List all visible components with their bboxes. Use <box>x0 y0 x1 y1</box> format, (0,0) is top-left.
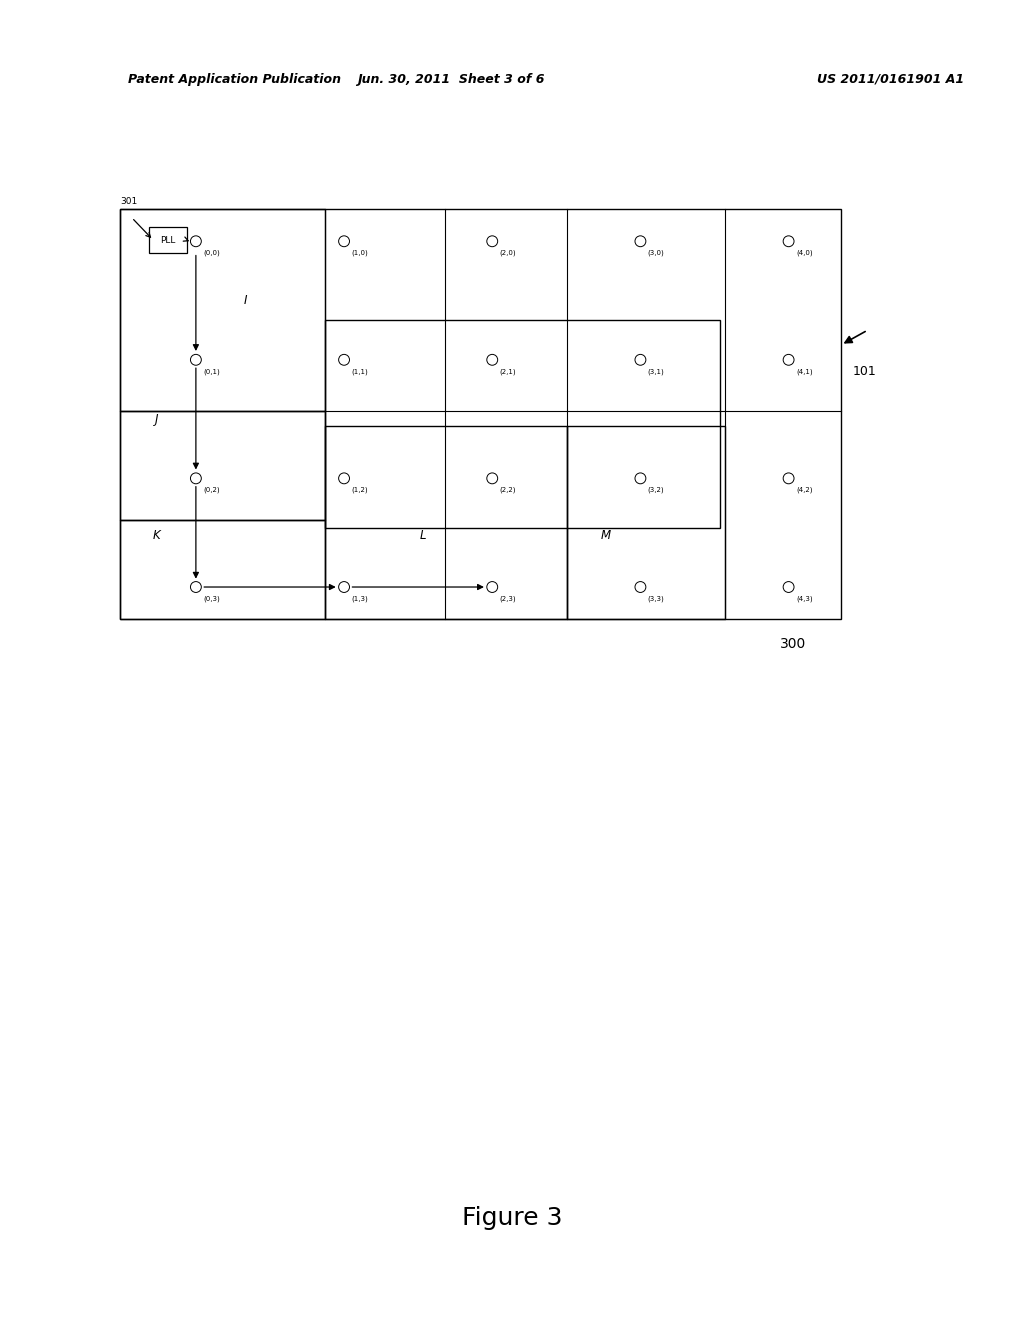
Circle shape <box>339 473 349 484</box>
Circle shape <box>783 354 794 366</box>
Circle shape <box>190 236 202 247</box>
Text: L: L <box>420 529 426 543</box>
Text: K: K <box>153 529 160 543</box>
Text: (0,1): (0,1) <box>204 368 220 375</box>
Text: PLL: PLL <box>161 236 176 244</box>
Circle shape <box>486 354 498 366</box>
Text: (0,0): (0,0) <box>204 249 220 256</box>
Text: I: I <box>244 294 247 308</box>
Bar <box>120 411 326 520</box>
Circle shape <box>486 236 498 247</box>
Bar <box>120 520 326 619</box>
Text: 301: 301 <box>120 197 137 206</box>
Text: (4,1): (4,1) <box>796 368 813 375</box>
Text: (0,2): (0,2) <box>204 487 220 494</box>
Text: (4,2): (4,2) <box>796 487 812 494</box>
Text: (0,3): (0,3) <box>204 595 220 602</box>
Bar <box>326 426 567 619</box>
Circle shape <box>783 473 794 484</box>
Text: J: J <box>155 413 158 425</box>
Text: M: M <box>601 529 611 543</box>
Bar <box>326 321 721 528</box>
Circle shape <box>486 582 498 593</box>
Text: (2,1): (2,1) <box>500 368 516 375</box>
Text: (2,0): (2,0) <box>500 249 516 256</box>
Circle shape <box>190 582 202 593</box>
Circle shape <box>339 582 349 593</box>
Circle shape <box>486 473 498 484</box>
Text: (2,2): (2,2) <box>500 487 516 494</box>
Circle shape <box>190 473 202 484</box>
Circle shape <box>635 354 646 366</box>
Circle shape <box>783 236 794 247</box>
Text: (2,3): (2,3) <box>500 595 516 602</box>
Bar <box>120 209 841 619</box>
Circle shape <box>190 354 202 366</box>
Text: Figure 3: Figure 3 <box>462 1205 562 1230</box>
Bar <box>150 227 187 253</box>
Text: (3,2): (3,2) <box>648 487 665 494</box>
Text: 101: 101 <box>853 364 877 378</box>
Bar <box>120 209 326 411</box>
Text: US 2011/0161901 A1: US 2011/0161901 A1 <box>817 73 965 86</box>
Text: 300: 300 <box>780 638 807 651</box>
Bar <box>567 426 725 619</box>
Circle shape <box>339 354 349 366</box>
Text: (3,1): (3,1) <box>648 368 665 375</box>
Text: (3,3): (3,3) <box>648 595 665 602</box>
Text: Jun. 30, 2011  Sheet 3 of 6: Jun. 30, 2011 Sheet 3 of 6 <box>356 73 545 86</box>
Circle shape <box>339 236 349 247</box>
Circle shape <box>635 236 646 247</box>
Text: (1,3): (1,3) <box>351 595 369 602</box>
Text: (1,2): (1,2) <box>351 487 368 494</box>
Text: (1,0): (1,0) <box>351 249 369 256</box>
Text: (1,1): (1,1) <box>351 368 369 375</box>
Text: (4,3): (4,3) <box>796 595 813 602</box>
Text: (3,0): (3,0) <box>648 249 665 256</box>
Circle shape <box>635 473 646 484</box>
Circle shape <box>635 582 646 593</box>
Text: (4,0): (4,0) <box>796 249 813 256</box>
Text: Patent Application Publication: Patent Application Publication <box>128 73 341 86</box>
Circle shape <box>783 582 794 593</box>
